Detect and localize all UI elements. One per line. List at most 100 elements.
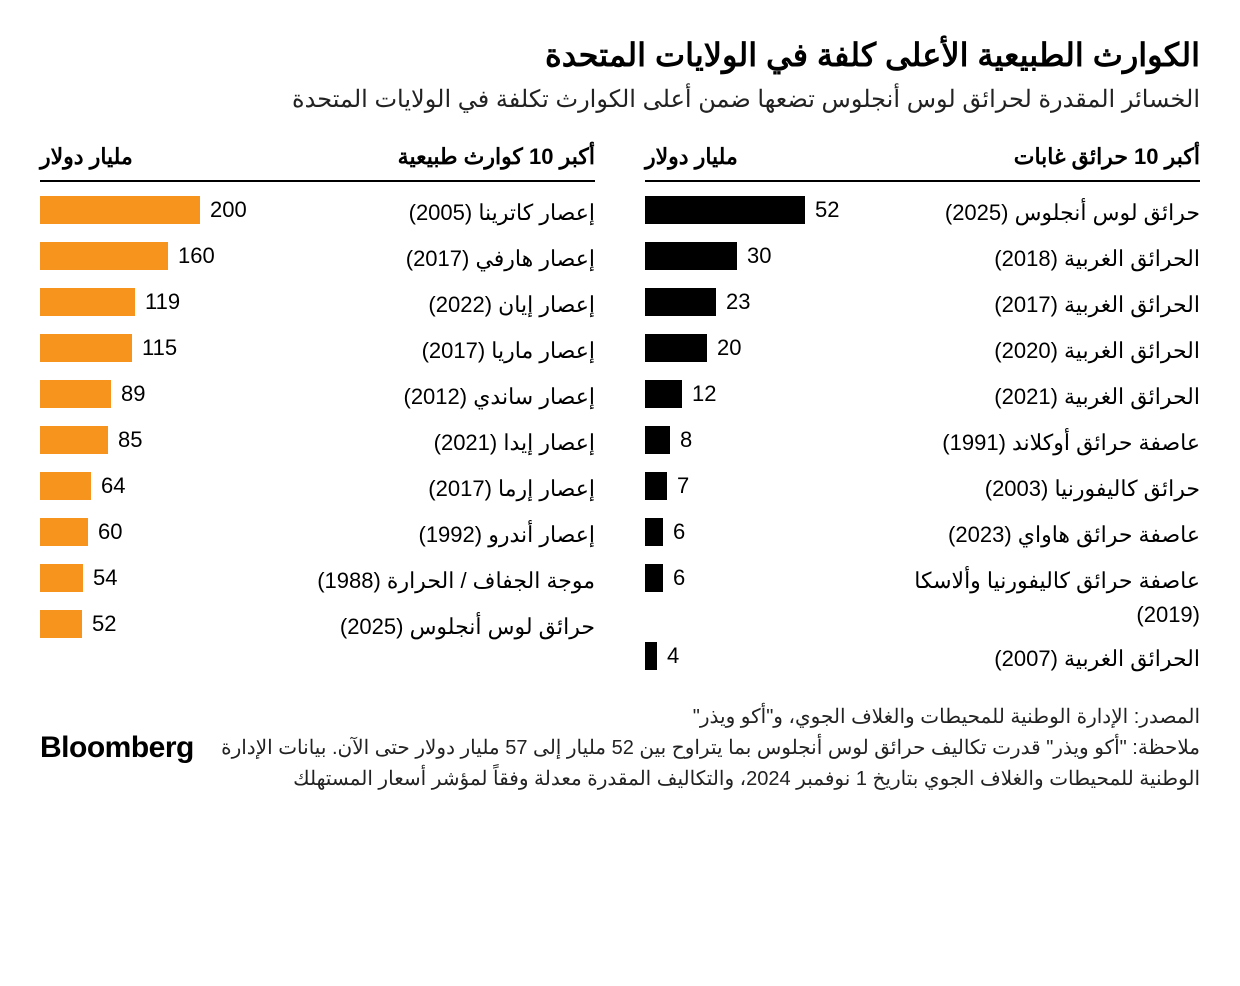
row-label: الحرائق الغربية (2020) xyxy=(855,334,1200,368)
row-label: إعصار ساندي (2012) xyxy=(250,380,595,414)
row-label: إعصار إرما (2017) xyxy=(250,472,595,506)
row-value: 64 xyxy=(101,473,125,499)
bar-cell: 85 xyxy=(40,426,250,454)
row-value: 52 xyxy=(815,197,839,223)
brand-logo: Bloomberg xyxy=(40,731,194,765)
table-row: إعصار ساندي (2012)89 xyxy=(40,380,595,416)
chart-rows: إعصار كاترينا (2005)200إعصار هارفي (2017… xyxy=(40,196,595,646)
table-row: إعصار إرما (2017) 64 xyxy=(40,472,595,508)
row-value: 119 xyxy=(145,289,180,315)
charts-container: أكبر 10 حرائق غاباتمليار دولارحرائق لوس … xyxy=(40,144,1200,678)
row-label: موجة الجفاف / الحرارة (1988) xyxy=(250,564,595,598)
bar xyxy=(645,334,707,362)
row-label: عاصفة حرائق كاليفورنيا وألاسكا (2019) xyxy=(855,564,1200,632)
bar-cell: 160 xyxy=(40,242,250,270)
bar-cell: 54 xyxy=(40,564,250,592)
bar-cell: 52 xyxy=(645,196,855,224)
table-row: عاصفة حرائق أوكلاند (1991) 8 xyxy=(645,426,1200,462)
row-value: 4 xyxy=(667,643,679,669)
row-value: 60 xyxy=(98,519,122,545)
bar-cell: 60 xyxy=(40,518,250,546)
bar-cell: 23 xyxy=(645,288,855,316)
row-value: 52 xyxy=(92,611,116,637)
row-label: حرائق لوس أنجلوس (2025) xyxy=(250,610,595,644)
row-label: حرائق لوس أنجلوس (2025) xyxy=(855,196,1200,230)
row-value: 20 xyxy=(717,335,741,361)
table-row: عاصفة حرائق هاواي (2023)6 xyxy=(645,518,1200,554)
row-label: عاصفة حرائق هاواي (2023) xyxy=(855,518,1200,552)
bar xyxy=(40,288,135,316)
table-row: إعصار كاترينا (2005)200 xyxy=(40,196,595,232)
row-value: 115 xyxy=(142,335,177,361)
bar xyxy=(645,472,667,500)
row-value: 160 xyxy=(178,243,215,269)
row-label: الحرائق الغربية (2018) xyxy=(855,242,1200,276)
bar-cell: 8 xyxy=(645,426,855,454)
bar xyxy=(645,564,663,592)
table-row: إعصار إيان (2022) 119 xyxy=(40,288,595,324)
bar xyxy=(645,380,682,408)
row-label: حرائق كاليفورنيا (2003) xyxy=(855,472,1200,506)
table-row: عاصفة حرائق كاليفورنيا وألاسكا (2019) 6 xyxy=(645,564,1200,632)
row-label: إعصار إيان (2022) xyxy=(250,288,595,322)
bar xyxy=(40,472,91,500)
table-row: إعصار إيدا (2021)85 xyxy=(40,426,595,462)
table-row: الحرائق الغربية (2018)30 xyxy=(645,242,1200,278)
bar xyxy=(40,334,132,362)
bar xyxy=(40,380,111,408)
bar xyxy=(645,196,805,224)
bar xyxy=(40,518,88,546)
bar xyxy=(40,196,200,224)
table-row: إعصار أندرو (1992) 60 xyxy=(40,518,595,554)
row-label: إعصار ماريا (2017) xyxy=(250,334,595,368)
row-value: 8 xyxy=(680,427,692,453)
table-row: الحرائق الغربية (2021) 12 xyxy=(645,380,1200,416)
row-value: 7 xyxy=(677,473,689,499)
row-value: 54 xyxy=(93,565,117,591)
chart-header: أكبر 10 كوارث طبيعيةمليار دولار xyxy=(40,144,595,182)
bar-cell: 6 xyxy=(645,564,855,592)
chart-rows: حرائق لوس أنجلوس (2025) 52 الحرائق الغربية… xyxy=(645,196,1200,678)
table-row: حرائق كاليفورنيا (2003) 7 xyxy=(645,472,1200,508)
chart-header-units: مليار دولار xyxy=(645,144,738,170)
bar xyxy=(645,518,663,546)
bar-cell: 7 xyxy=(645,472,855,500)
row-value: 12 xyxy=(692,381,716,407)
table-row: حرائق لوس أنجلوس (2025) 52 xyxy=(40,610,595,646)
bar xyxy=(40,610,82,638)
footer-note: ملاحظة: "أكو ويذر" قدرت تكاليف حرائق لوس… xyxy=(214,733,1200,795)
row-value: 200 xyxy=(210,197,247,223)
row-label: إعصار كاترينا (2005) xyxy=(250,196,595,230)
chart-column-wildfires: أكبر 10 حرائق غاباتمليار دولار حرائق لوس … xyxy=(645,144,1200,678)
row-label: إعصار إيدا (2021) xyxy=(250,426,595,460)
footer: المصدر: الإدارة الوطنية للمحيطات والغلاف… xyxy=(40,702,1200,795)
chart-header-label: أكبر 10 كوارث طبيعية xyxy=(133,144,595,170)
bar-cell: 89 xyxy=(40,380,250,408)
table-row: الحرائق الغربية (2020) 20 xyxy=(645,334,1200,370)
bar-cell: 20 xyxy=(645,334,855,362)
bar-cell: 52 xyxy=(40,610,250,638)
page-subtitle: الخسائر المقدرة لحرائق لوس أنجلوس تضعها … xyxy=(40,84,1200,115)
table-row: الحرائق الغربية (2007) 4 xyxy=(645,642,1200,678)
row-label: إعصار هارفي (2017) xyxy=(250,242,595,276)
table-row: الحرائق الغربية (2017)23 xyxy=(645,288,1200,324)
row-label: عاصفة حرائق أوكلاند (1991) xyxy=(855,426,1200,460)
row-value: 6 xyxy=(673,565,685,591)
row-label: الحرائق الغربية (2007) xyxy=(855,642,1200,676)
row-value: 23 xyxy=(726,289,750,315)
page-title: الكوارث الطبيعية الأعلى كلفة في الولايات… xyxy=(40,36,1200,74)
bar-cell: 6 xyxy=(645,518,855,546)
bar-cell: 200 xyxy=(40,196,250,224)
bar xyxy=(645,288,716,316)
table-row: إعصار هارفي (2017) 160 xyxy=(40,242,595,278)
bar-cell: 4 xyxy=(645,642,855,670)
bar-cell: 119 xyxy=(40,288,250,316)
chart-header-units: مليار دولار xyxy=(40,144,133,170)
chart-header-label: أكبر 10 حرائق غابات xyxy=(738,144,1200,170)
bar-cell: 115 xyxy=(40,334,250,362)
table-row: موجة الجفاف / الحرارة (1988) 54 xyxy=(40,564,595,600)
row-label: الحرائق الغربية (2021) xyxy=(855,380,1200,414)
bar-cell: 12 xyxy=(645,380,855,408)
bar xyxy=(40,564,83,592)
row-label: إعصار أندرو (1992) xyxy=(250,518,595,552)
